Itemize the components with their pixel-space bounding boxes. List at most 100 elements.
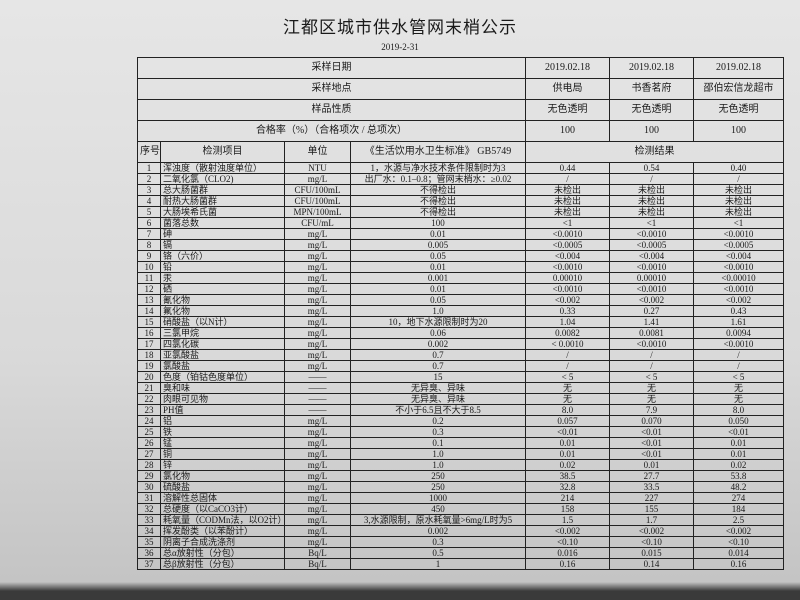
table-row: 37 总β放射性（分包） Bq/L 1 0.16 0.14 0.16 — [137, 558, 784, 570]
header-results: 检测结果 — [525, 141, 784, 163]
cell-result: 未检出 — [693, 195, 784, 207]
cell-seq: 13 — [137, 294, 161, 306]
cell-result: <0.0010 — [693, 283, 784, 295]
table-row: 12 硒 mg/L 0.01 <0.0010 <0.0010 <0.0010 — [137, 283, 784, 295]
cell-item: 总大肠菌群 — [160, 184, 285, 196]
cell-item: 四氯化碳 — [160, 338, 285, 350]
sampling-site: 供电局 — [525, 78, 610, 100]
cell-result: <0.10 — [609, 536, 694, 548]
table-row: 28 锌 mg/L 1.0 0.02 0.01 0.02 — [137, 459, 784, 471]
cell-result: 0.0082 — [525, 327, 610, 339]
cell-unit: mg/L — [284, 426, 351, 438]
cell-unit: —— — [284, 371, 351, 383]
cell-seq: 26 — [137, 437, 161, 449]
cell-unit: mg/L — [284, 459, 351, 471]
cell-seq: 18 — [137, 349, 161, 361]
table-row: 11 汞 mg/L 0.001 0.00010 0.00010 <0.00010 — [137, 272, 784, 284]
cell-seq: 9 — [137, 250, 161, 262]
cell-result: <0.0010 — [609, 261, 694, 273]
cell-result: <0.0010 — [525, 261, 610, 273]
table-row: 34 挥发酚类（以苯酚计） mg/L 0.002 <0.002 <0.002 <0.002 — [137, 525, 784, 537]
cell-standard: 0.5 — [350, 547, 526, 559]
cell-unit: —— — [284, 404, 351, 416]
table-row: 7 砷 mg/L 0.01 <0.0010 <0.0010 <0.0010 — [137, 228, 784, 240]
cell-result: 1.5 — [525, 514, 610, 526]
cell-seq: 29 — [137, 470, 161, 482]
cell-result: 未检出 — [525, 206, 610, 218]
cell-item: 砷 — [160, 228, 285, 240]
cell-result: <0.0010 — [525, 228, 610, 240]
cell-result: <0.01 — [525, 426, 610, 438]
cell-seq: 30 — [137, 481, 161, 493]
cell-result: 155 — [609, 503, 694, 515]
cell-standard: 0.002 — [350, 338, 526, 350]
cell-standard: 0.2 — [350, 415, 526, 427]
table-row: 31 溶解性总固体 mg/L 1000 214 227 274 — [137, 492, 784, 504]
table-row: 33 耗氧量（CODMn法，以O2计） mg/L 3,水源限制，原水耗氧量>6mg/L… — [137, 514, 784, 526]
water-quality-table: 采样日期 2019.02.18 2019.02.18 2019.02.18 采样… — [137, 57, 784, 570]
table-row: 20 色度（铂钴色度单位） —— 15 < 5 < 5 < 5 — [137, 371, 784, 383]
cell-standard: 0.01 — [350, 283, 526, 295]
cell-seq: 20 — [137, 371, 161, 383]
cell-standard: 0.001 — [350, 272, 526, 284]
cell-seq: 36 — [137, 547, 161, 559]
cell-item: 溶解性总固体 — [160, 492, 285, 504]
cell-result: <0.0010 — [609, 228, 694, 240]
pass-rate: 100 — [693, 120, 784, 142]
cell-seq: 1 — [137, 162, 161, 174]
cell-item: 三氯甲烷 — [160, 327, 285, 339]
cell-standard: 不得检出 — [350, 184, 526, 196]
cell-unit: MPN/100mL — [284, 206, 351, 218]
cell-result: 0.33 — [525, 305, 610, 317]
pass-rate: 100 — [525, 120, 610, 142]
cell-result: <0.0010 — [693, 261, 784, 273]
cell-item: 肉眼可见物 — [160, 393, 285, 405]
cell-item: 阴离子合成洗涤剂 — [160, 536, 285, 548]
table-row: 15 硝酸盐（以N计） mg/L 10，地下水源限制时为20 1.04 1.41 1.61 — [137, 316, 784, 328]
cell-result: 未检出 — [693, 206, 784, 218]
cell-item: 铁 — [160, 426, 285, 438]
cell-unit: —— — [284, 382, 351, 394]
cell-seq: 15 — [137, 316, 161, 328]
cell-standard: 0.3 — [350, 426, 526, 438]
sampling-site-label: 采样地点 — [137, 78, 526, 100]
table-row: 25 铁 mg/L 0.3 <0.01 <0.01 <0.01 — [137, 426, 784, 438]
cell-seq: 27 — [137, 448, 161, 460]
cell-result: 27.7 — [609, 470, 694, 482]
cell-standard: 250 — [350, 470, 526, 482]
cell-result: < 5 — [609, 371, 694, 383]
cell-unit: mg/L — [284, 228, 351, 240]
cell-result: 无 — [525, 393, 610, 405]
cell-unit: mg/L — [284, 239, 351, 251]
cell-result: <0.002 — [693, 525, 784, 537]
cell-result: 0.02 — [693, 459, 784, 471]
cell-result: <0.01 — [609, 448, 694, 460]
cell-result: <0.0005 — [693, 239, 784, 251]
cell-result: 0.01 — [609, 459, 694, 471]
sampling-date: 2019.02.18 — [525, 57, 610, 79]
cell-result: 0.43 — [693, 305, 784, 317]
cell-result: 0.16 — [525, 558, 610, 570]
cell-result: 33.5 — [609, 481, 694, 493]
sampling-date: 2019.02.18 — [609, 57, 694, 79]
cell-result: 0.01 — [693, 448, 784, 460]
sample-nature: 无色透明 — [609, 99, 694, 121]
cell-seq: 32 — [137, 503, 161, 515]
cell-standard: 不得检出 — [350, 195, 526, 207]
cell-result: / — [525, 173, 610, 185]
cell-standard: 0.06 — [350, 327, 526, 339]
table-row: 32 总硬度（以CaCO3计） mg/L 450 158 155 184 — [137, 503, 784, 515]
cell-result: < 5 — [693, 371, 784, 383]
cell-standard: 1 — [350, 558, 526, 570]
cell-standard: 450 — [350, 503, 526, 515]
cell-result: 1.61 — [693, 316, 784, 328]
cell-standard: 3,水源限制，原水耗氧量>6mg/L时为5 — [350, 514, 526, 526]
cell-unit: mg/L — [284, 250, 351, 262]
cell-standard: 0.01 — [350, 228, 526, 240]
sample-nature-row: 样品性质 无色透明 无色透明 无色透明 — [137, 99, 784, 121]
cell-item: 铬（六价） — [160, 250, 285, 262]
cell-result: 32.8 — [525, 481, 610, 493]
cell-seq: 25 — [137, 426, 161, 438]
cell-result: 无 — [693, 382, 784, 394]
table-row: 36 总α放射性（分包） Bq/L 0.5 0.016 0.015 0.014 — [137, 547, 784, 559]
